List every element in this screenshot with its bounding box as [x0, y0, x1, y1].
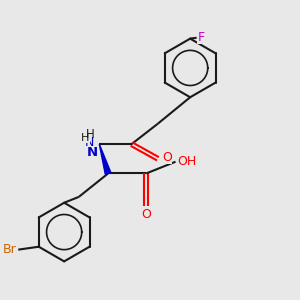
Text: Br: Br — [3, 243, 17, 256]
Text: H: H — [86, 128, 95, 141]
Text: O: O — [162, 151, 172, 164]
Text: O: O — [141, 208, 151, 221]
Text: OH: OH — [177, 155, 196, 168]
Text: H: H — [81, 133, 89, 143]
Text: N: N — [84, 136, 94, 149]
Polygon shape — [99, 144, 111, 174]
Text: F: F — [197, 31, 205, 44]
Text: N: N — [87, 146, 98, 159]
